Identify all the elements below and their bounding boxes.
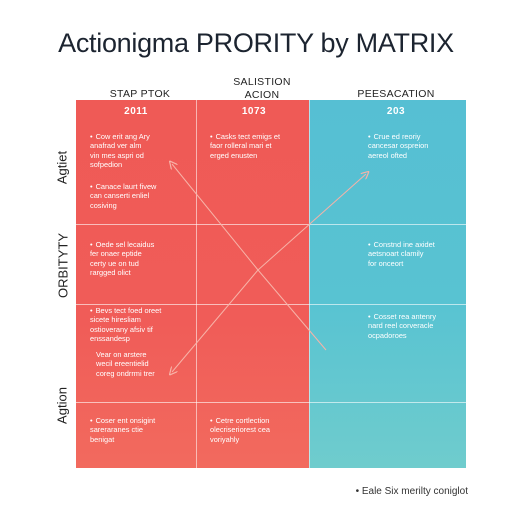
cell-r3c3: Cosset rea antenry nard reel corveracle … [368, 312, 464, 340]
column-header-1: STAP PTOK [109, 88, 171, 100]
column-divider-2 [309, 100, 310, 468]
cell-r3c1b: Vear on arstere wecil ereentielid coreg … [96, 350, 155, 378]
cell-r1c2: Casks tect emigs et faor rolleral mari e… [210, 132, 306, 160]
priority-matrix: 2011 1073 203 Cow erit ang Ary anafrad v… [76, 100, 466, 468]
cell-r1c3: Crue ed reoriy cancesar ospreion aereol … [368, 132, 464, 160]
footnote: • Eale Six merilty coniglot [355, 486, 468, 497]
column-year-2: 1073 [241, 106, 267, 117]
column-header-3: PEESACATION [357, 88, 435, 100]
column-year-3: 203 [386, 106, 406, 117]
row-label-2: ORBITYTY [55, 233, 71, 299]
cell-r4c2: Cetre cortlection olecriseriorest cea vo… [210, 416, 306, 444]
row-divider-2 [76, 304, 466, 305]
column-divider-1 [196, 100, 197, 468]
row-label-3: Agtion [54, 387, 70, 424]
cell-r1c1: Cow erit ang Ary anafrad ver alm vin mes… [90, 132, 190, 170]
row-label-1: Agtiet [54, 150, 70, 185]
row-divider-3 [76, 402, 466, 403]
cell-r2c3: Constnd ine axidet aetsnoart clamily for… [368, 240, 464, 268]
cell-r3c1: Bevs tect foed oreet sicete hiresliam os… [90, 306, 190, 344]
column-year-1: 2011 [124, 106, 148, 117]
cell-r4c1: Coser ent onsigint sareraranes ctie beni… [90, 416, 190, 444]
cell-r1c1b: Canace laurt fivew can canserti enliel c… [90, 182, 190, 210]
row-divider-1 [76, 224, 466, 225]
teal-column-band [309, 100, 466, 468]
cell-r2c1: Oede sel lecaidus fer onaer eptide certy… [90, 240, 190, 278]
column-header-2: SALISTION ACION [233, 76, 291, 102]
page-title: Actionigma PRORITY by MATRIX [58, 28, 454, 58]
